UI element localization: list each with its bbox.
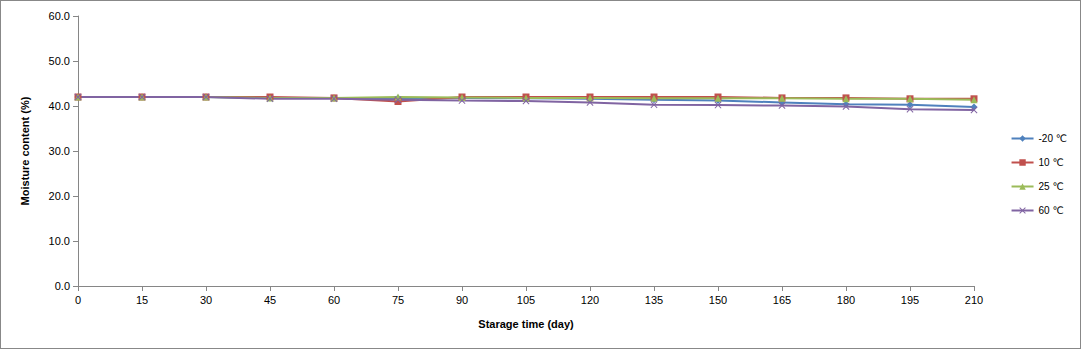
svg-text:10 ℃: 10 ℃: [1039, 157, 1064, 168]
svg-text:Starage time (day): Starage time (day): [478, 318, 574, 330]
svg-text:180: 180: [837, 294, 855, 306]
svg-text:30: 30: [200, 294, 212, 306]
svg-text:120: 120: [581, 294, 599, 306]
svg-text:210: 210: [965, 294, 983, 306]
svg-text:60 ℃: 60 ℃: [1039, 205, 1064, 216]
svg-text:0: 0: [75, 294, 81, 306]
svg-text:105: 105: [517, 294, 535, 306]
svg-text:45: 45: [264, 294, 276, 306]
svg-text:10.0: 10.0: [49, 235, 70, 247]
svg-text:195: 195: [901, 294, 919, 306]
svg-text:135: 135: [645, 294, 663, 306]
svg-text:50.0: 50.0: [49, 55, 70, 67]
svg-text:0.0: 0.0: [55, 280, 70, 292]
svg-text:30.0: 30.0: [49, 145, 70, 157]
svg-text:75: 75: [392, 294, 404, 306]
svg-text:90: 90: [456, 294, 468, 306]
svg-text:Moisture content (%): Moisture content (%): [19, 96, 31, 205]
svg-text:25 ℃: 25 ℃: [1039, 181, 1064, 192]
svg-text:165: 165: [773, 294, 791, 306]
svg-text:60: 60: [328, 294, 340, 306]
svg-text:15: 15: [136, 294, 148, 306]
svg-text:60.0: 60.0: [49, 10, 70, 22]
svg-text:150: 150: [709, 294, 727, 306]
svg-text:40.0: 40.0: [49, 100, 70, 112]
svg-text:-20 ℃: -20 ℃: [1039, 133, 1067, 144]
svg-text:20.0: 20.0: [49, 190, 70, 202]
